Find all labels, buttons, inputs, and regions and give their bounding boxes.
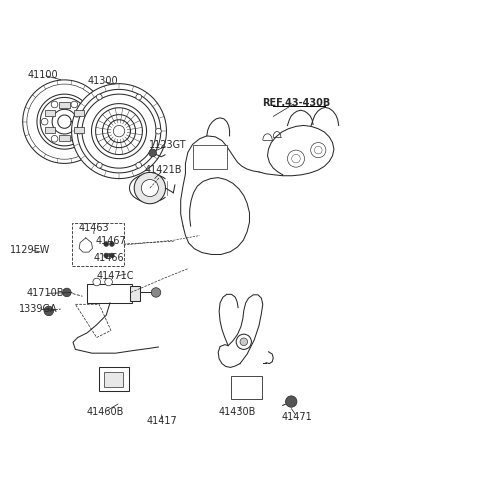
- Bar: [45, 127, 55, 133]
- Circle shape: [141, 179, 158, 196]
- Circle shape: [286, 396, 297, 407]
- Circle shape: [292, 154, 300, 163]
- Text: 41467: 41467: [96, 236, 126, 246]
- Bar: [72, 223, 124, 266]
- Bar: [73, 127, 84, 133]
- Circle shape: [211, 152, 222, 163]
- Text: 41421B: 41421B: [144, 165, 182, 175]
- Text: 41417: 41417: [146, 416, 177, 426]
- Text: 41471C: 41471C: [97, 271, 134, 281]
- Bar: [231, 376, 262, 399]
- Circle shape: [109, 242, 114, 246]
- Circle shape: [62, 288, 71, 297]
- Text: 1123GT: 1123GT: [149, 140, 187, 150]
- Circle shape: [77, 128, 83, 134]
- Text: 41460B: 41460B: [86, 407, 123, 417]
- Bar: [59, 135, 70, 141]
- Circle shape: [134, 172, 166, 204]
- Text: 41471: 41471: [282, 412, 312, 422]
- Bar: [130, 286, 140, 301]
- Circle shape: [96, 94, 102, 100]
- Bar: [59, 102, 70, 108]
- Text: 41710B: 41710B: [27, 289, 64, 298]
- Circle shape: [151, 288, 161, 297]
- Text: 41300: 41300: [87, 76, 118, 86]
- Text: 1129EW: 1129EW: [10, 245, 50, 255]
- Text: 1339GA: 1339GA: [19, 304, 58, 314]
- Circle shape: [81, 118, 87, 125]
- Bar: [99, 368, 129, 391]
- Circle shape: [156, 128, 161, 134]
- Circle shape: [136, 94, 142, 100]
- Text: 41100: 41100: [28, 70, 59, 80]
- Text: REF.43-430B: REF.43-430B: [262, 98, 330, 108]
- Circle shape: [44, 306, 54, 316]
- Bar: [192, 146, 227, 169]
- Circle shape: [41, 118, 48, 125]
- Circle shape: [206, 147, 227, 168]
- Circle shape: [104, 242, 108, 246]
- Circle shape: [27, 84, 102, 159]
- Bar: [73, 110, 84, 117]
- Circle shape: [288, 150, 304, 167]
- Circle shape: [51, 101, 58, 108]
- Circle shape: [240, 338, 248, 345]
- Circle shape: [23, 80, 106, 163]
- Circle shape: [149, 149, 156, 157]
- Circle shape: [311, 143, 326, 158]
- Circle shape: [51, 135, 58, 142]
- Circle shape: [105, 278, 112, 286]
- Circle shape: [71, 135, 78, 142]
- Circle shape: [314, 147, 322, 154]
- Circle shape: [109, 253, 114, 258]
- Bar: [104, 372, 123, 387]
- Circle shape: [96, 162, 102, 168]
- Circle shape: [113, 125, 125, 137]
- Text: 41430B: 41430B: [219, 407, 256, 417]
- Circle shape: [93, 278, 100, 286]
- Bar: [87, 284, 132, 303]
- Circle shape: [136, 162, 142, 168]
- Circle shape: [104, 253, 108, 258]
- Circle shape: [236, 334, 252, 349]
- Text: 41463: 41463: [79, 223, 109, 233]
- Circle shape: [72, 84, 167, 178]
- Text: 41466: 41466: [94, 253, 124, 263]
- Bar: [45, 110, 55, 117]
- Circle shape: [71, 101, 78, 108]
